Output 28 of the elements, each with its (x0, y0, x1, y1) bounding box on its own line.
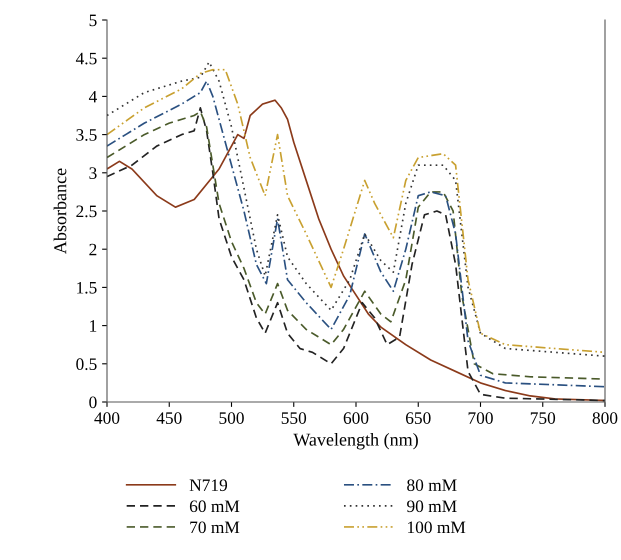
y-tick-label: 3.5 (76, 129, 97, 141)
y-tick-label: 4 (88, 90, 98, 102)
y-tick-label: 5 (90, 14, 97, 26)
y-tick-label: 0.5 (76, 358, 97, 370)
legend-label: 80 mM (407, 479, 457, 492)
y-tick-label: 1.5 (77, 282, 97, 294)
y-tick-label: 3 (89, 167, 97, 179)
legend-label: 90 mM (407, 500, 457, 512)
legend-label: N719 (190, 479, 228, 492)
x-tick-label: 450 (156, 412, 182, 424)
y-tick-label: 1 (90, 320, 96, 332)
y-tick-label: 0 (89, 396, 97, 408)
x-tick-label: 600 (344, 412, 368, 424)
x-axis-title: Wavelength (nm) (293, 433, 418, 450)
x-tick-label: 750 (530, 412, 556, 424)
x-tick-label: 700 (468, 412, 493, 424)
y-axis-title: Absorbance (54, 168, 66, 254)
x-tick-label: 500 (219, 412, 244, 424)
x-tick-label: 400 (94, 412, 120, 424)
y-tick-label: 4.5 (76, 52, 97, 64)
legend-label: 70 mM (190, 521, 240, 534)
x-tick-label: 650 (406, 412, 431, 424)
x-tick-label: 550 (282, 412, 306, 424)
x-tick-label: 800 (592, 412, 618, 424)
y-tick-label: 2.5 (76, 206, 97, 218)
legend-label: 100 mM (408, 521, 466, 534)
legend-label: 60 mM (190, 500, 240, 512)
y-tick-label: 2 (89, 244, 96, 256)
